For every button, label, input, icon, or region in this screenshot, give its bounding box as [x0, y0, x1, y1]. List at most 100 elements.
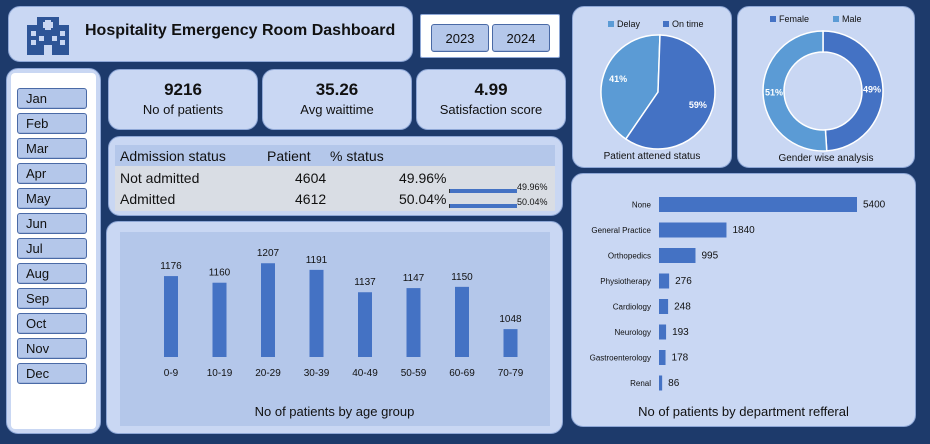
row-pct: 49.96% [399, 170, 447, 186]
age-bar [406, 288, 421, 357]
age-bar-value-label: 1176 [160, 261, 182, 272]
row-status: Admitted [120, 191, 176, 207]
dept-bar-value-label: 276 [675, 276, 692, 287]
pie-slice-label: 49% [863, 84, 881, 94]
age-bar-value-label: 1191 [306, 255, 328, 266]
age-bar-value-label: 1147 [403, 273, 425, 284]
dept-category-label: Orthopedics [608, 252, 651, 261]
pie-slice-label: 59% [689, 100, 707, 110]
row-pct: 50.04% [399, 191, 447, 207]
row-status: Not admitted [120, 170, 200, 186]
dept-category-label: Physiotherapy [600, 277, 651, 286]
month-button-may[interactable]: May [17, 188, 87, 209]
month-button-oct[interactable]: Oct [17, 313, 87, 334]
age-bar [261, 263, 275, 357]
kpi-wait-value: 35.26 [315, 80, 359, 99]
donut-panel: 49% 51% Female Male Gender wise analysis [737, 6, 915, 168]
pct-bar-label: 49.96% [517, 182, 548, 192]
legend-label: Delay [617, 19, 641, 29]
kpi-patients-card: 9216 No of patients [108, 69, 258, 130]
year-label: 2023 [445, 30, 475, 46]
age-bar-value-label: 1150 [451, 272, 473, 283]
dept-bar-value-label: 178 [672, 353, 689, 364]
age-tick-label: 0-9 [164, 368, 179, 379]
legend-swatch [770, 16, 776, 22]
legend-swatch [608, 21, 614, 27]
age-chart-panel: 1176 0-9 1160 10-19 1207 20-29 1191 30-39 1137 40… [106, 221, 563, 434]
dept-bar [659, 324, 667, 340]
kpi-satisfaction-value: 4.99 [474, 80, 508, 99]
month-button-sep[interactable]: Sep [17, 288, 87, 309]
age-tick-label: 20-29 [255, 368, 281, 379]
month-button-mar[interactable]: Mar [17, 138, 87, 159]
header-patient: Patient [267, 148, 311, 164]
age-chart-title: No of patients by age group [254, 404, 415, 419]
month-button-jul[interactable]: Jul [17, 238, 87, 259]
month-button-nov[interactable]: Nov [17, 338, 87, 359]
dept-bar [659, 375, 663, 391]
pie-slice-label: 41% [609, 74, 627, 84]
dept-category-label: None [632, 201, 652, 210]
age-bar-value-label: 1207 [257, 248, 280, 259]
year-slicer: 2023 2024 [420, 14, 560, 58]
pie-slice [600, 34, 661, 141]
dept-bar [659, 197, 857, 212]
pie-title: Patient attened status [603, 151, 701, 162]
kpi-satisfaction-label: Satisfaction score [439, 102, 543, 117]
pie-slice [762, 30, 828, 152]
month-button-aug[interactable]: Aug [17, 263, 87, 284]
year-button-2024[interactable]: 2024 [492, 24, 550, 52]
pct-bar-label: 50.04% [517, 197, 548, 207]
age-bar [455, 286, 469, 357]
row-patient: 4604 [295, 170, 327, 186]
age-tick-label: 10-19 [207, 368, 233, 379]
gender-donut-chart: 49% 51% Female Male [762, 14, 884, 152]
dept-bar [659, 299, 669, 314]
hospital-icon [23, 15, 73, 60]
dept-category-label: Cardiology [613, 303, 651, 312]
legend-swatch [663, 21, 669, 27]
legend-label: Male [842, 14, 862, 24]
age-bar-value-label: 1160 [209, 268, 231, 279]
age-chart-inner [120, 232, 550, 426]
department-referral-chart: 5400 None 1840 General Practice 995 Orthopedi… [590, 197, 886, 391]
header-panel: Hospitality Emergency Room Dashboard [8, 6, 413, 62]
age-bar [358, 292, 372, 357]
age-group-chart: 1176 0-9 1160 10-19 1207 20-29 1191 30-39 1137 40… [160, 248, 523, 379]
kpi-wait-card: 35.26 Avg waittime [262, 69, 412, 130]
kpi-satisfaction-card: 4.99 Satisfaction score [416, 69, 566, 130]
pct-bar-admitted [449, 204, 518, 208]
month-button-dec[interactable]: Dec [17, 363, 87, 384]
pie-slice-label: 51% [765, 88, 783, 98]
dept-bar-value-label: 995 [701, 251, 718, 262]
legend-label: On time [672, 19, 704, 29]
patient-status-pie-chart: 41% 59% Delay On time [600, 19, 716, 150]
admission-panel: Admission status Patient % status Not ad… [108, 136, 563, 216]
pie-slice [822, 30, 884, 152]
month-button-apr[interactable]: Apr [17, 163, 87, 184]
year-button-2023[interactable]: 2023 [431, 24, 489, 52]
dept-chart-title: No of patients by department refferal [638, 404, 849, 419]
kpi-wait-label: Avg waittime [300, 102, 374, 117]
pct-bar-not-admitted [449, 189, 517, 193]
dept-category-label: General Practice [591, 226, 651, 235]
age-bar [164, 276, 178, 357]
dept-bar [659, 248, 696, 263]
header-admission-status: Admission status [120, 148, 226, 164]
month-button-jan[interactable]: Jan [17, 88, 87, 109]
age-tick-label: 40-49 [352, 368, 378, 379]
header-pct-status: % status [330, 148, 384, 164]
age-bar [212, 282, 227, 357]
admission-table: Admission status Patient % status Not ad… [115, 145, 555, 211]
pie-panel: 41% 59% Delay On time Patient attened statu… [572, 6, 732, 168]
month-button-feb[interactable]: Feb [17, 113, 87, 134]
dept-bar-value-label: 248 [674, 302, 691, 313]
kpi-patients-label: No of patients [142, 102, 224, 117]
age-bar [309, 269, 324, 357]
dept-bar [659, 222, 727, 238]
month-button-jun[interactable]: Jun [17, 213, 87, 234]
age-bar-value-label: 1137 [354, 277, 376, 288]
dept-category-label: Gastroenterology [590, 354, 651, 363]
donut-title: Gender wise analysis [778, 153, 874, 164]
age-bar-value-label: 1048 [499, 314, 522, 325]
